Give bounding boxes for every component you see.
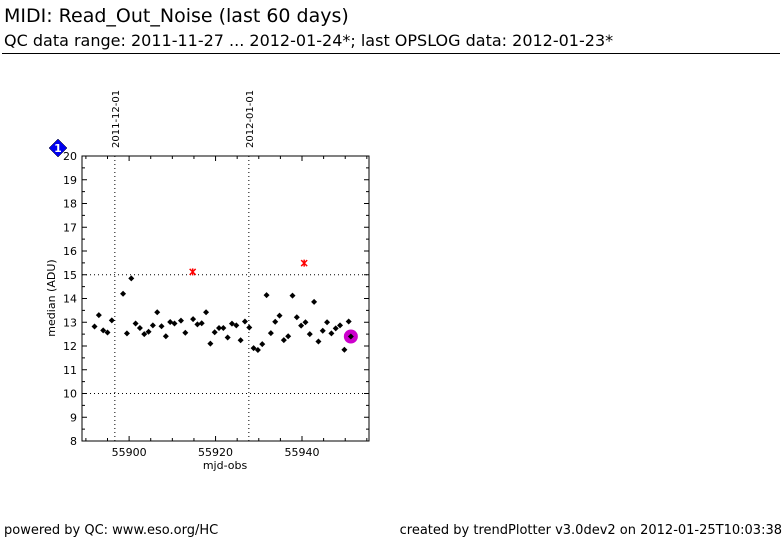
data-point <box>337 322 344 329</box>
data-point <box>203 309 210 316</box>
x-tick-label: 55920 <box>198 446 233 459</box>
y-tick-label: 11 <box>63 364 77 377</box>
data-point <box>246 324 253 331</box>
data-point <box>132 320 139 327</box>
data-point <box>345 318 352 325</box>
outlier-point <box>189 268 197 276</box>
data-point <box>128 275 135 282</box>
data-point <box>341 346 348 353</box>
data-point <box>293 314 300 321</box>
data-point <box>254 347 261 354</box>
y-tick-label: 9 <box>70 411 77 424</box>
data-point <box>298 322 305 329</box>
data-point <box>233 322 240 329</box>
data-point <box>194 321 201 328</box>
last-data-point <box>347 333 354 340</box>
qc-data-range: QC data range: 2011-11-27 ... 2012-01-24… <box>4 31 614 50</box>
date-marker-label: 2011-12-01 <box>111 90 122 148</box>
data-point <box>104 329 111 336</box>
data-point <box>190 316 197 323</box>
data-point <box>91 323 98 330</box>
data-point <box>276 312 283 319</box>
data-point <box>162 333 169 340</box>
x-axis-label: mjd-obs <box>203 459 248 472</box>
y-tick-label: 17 <box>63 221 77 234</box>
data-point <box>154 309 161 316</box>
y-tick-label: 15 <box>63 269 77 282</box>
data-point <box>311 298 318 305</box>
plot-frame <box>81 155 370 442</box>
data-point <box>141 331 148 338</box>
y-tick-label: 13 <box>63 316 77 329</box>
data-point <box>216 324 223 331</box>
data-point <box>319 327 326 334</box>
data-point <box>145 328 152 335</box>
data-point <box>120 290 127 297</box>
data-point <box>136 324 143 331</box>
data-point <box>263 292 270 299</box>
data-point <box>158 323 165 330</box>
y-tick-label: 18 <box>63 198 77 211</box>
diamond-badge-icon: 1 <box>48 138 68 158</box>
data-point <box>95 312 102 319</box>
data-point <box>250 345 257 352</box>
x-tick-label: 55940 <box>285 446 320 459</box>
data-point <box>302 319 309 326</box>
data-point <box>237 337 244 344</box>
data-point <box>220 324 227 331</box>
data-point <box>289 292 296 299</box>
data-point <box>285 333 292 340</box>
data-point <box>267 330 274 337</box>
y-axis-label: median (ADU) <box>45 259 58 336</box>
data-point <box>332 325 339 332</box>
y-tick-label: 14 <box>63 293 77 306</box>
page-title: MIDI: Read_Out_Noise (last 60 days) <box>4 5 349 27</box>
data-point <box>108 317 115 324</box>
data-point <box>259 341 266 348</box>
data-point <box>207 340 214 347</box>
data-point <box>211 329 218 336</box>
data-point <box>100 327 107 334</box>
data-point <box>280 337 287 344</box>
data-point <box>149 322 156 329</box>
data-point <box>324 319 331 326</box>
y-tick-label: 10 <box>63 388 77 401</box>
data-point <box>328 330 335 337</box>
y-tick-label: 16 <box>63 245 77 258</box>
badge-label: 1 <box>54 142 62 155</box>
x-tick-label: 55900 <box>112 446 147 459</box>
header-divider <box>2 53 780 54</box>
data-point <box>241 318 248 325</box>
data-point <box>182 329 189 336</box>
data-point <box>272 318 279 325</box>
y-tick-label: 20 <box>63 150 77 163</box>
y-tick-label: 19 <box>63 174 77 187</box>
date-marker-label: 2012-01-01 <box>245 90 256 148</box>
y-tick-label: 12 <box>63 340 77 353</box>
outlier-point <box>300 259 308 267</box>
created-by-footer: created by trendPlotter v3.0dev2 on 2012… <box>399 523 782 538</box>
data-point <box>224 334 231 341</box>
data-point <box>306 331 313 338</box>
data-point <box>171 320 178 327</box>
powered-by-footer: powered by QC: www.eso.org/HC <box>4 523 219 538</box>
data-point <box>198 320 205 327</box>
data-point <box>123 330 130 337</box>
data-point <box>315 338 322 345</box>
y-tick-label: 8 <box>70 435 77 448</box>
data-point <box>177 317 184 324</box>
